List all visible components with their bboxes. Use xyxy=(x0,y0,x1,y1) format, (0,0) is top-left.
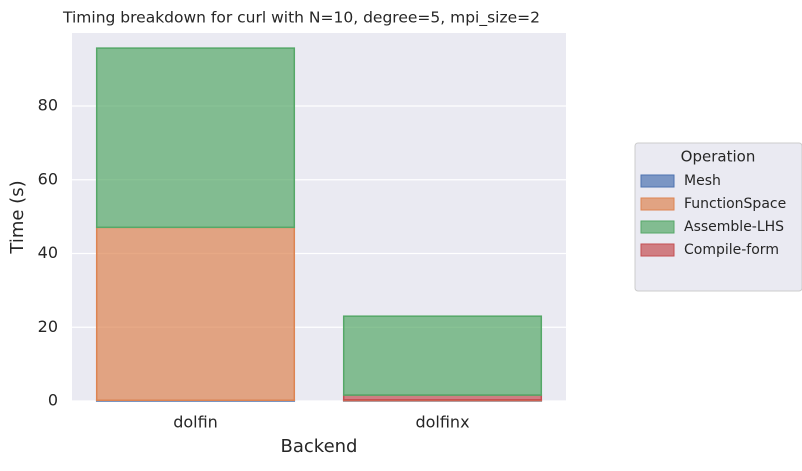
y-tick-label: 20 xyxy=(38,317,58,336)
y-tick-label: 40 xyxy=(38,243,58,262)
legend-title: Operation xyxy=(681,148,756,166)
legend-label: Compile-form xyxy=(684,242,779,258)
y-tick-label: 60 xyxy=(38,169,58,188)
bar-segment xyxy=(97,48,295,227)
legend-label: Assemble-LHS xyxy=(684,219,784,235)
legend-swatch xyxy=(641,198,674,210)
chart-title: Timing breakdown for curl with N=10, deg… xyxy=(62,9,540,28)
y-axis-label: Time (s) xyxy=(7,180,28,254)
bar-segment xyxy=(97,227,295,400)
legend-swatch xyxy=(641,244,674,256)
y-tick-label: 80 xyxy=(38,96,58,115)
bar-segment xyxy=(344,316,542,395)
legend-label: FunctionSpace xyxy=(684,196,786,212)
legend-swatch xyxy=(641,221,674,233)
x-tick-label: dolfin xyxy=(173,413,218,432)
legend-swatch xyxy=(641,175,674,187)
legend-label: Mesh xyxy=(684,173,721,189)
x-tick-label: dolfinx xyxy=(415,413,469,432)
x-axis-label: Backend xyxy=(281,436,358,457)
y-tick-label: 0 xyxy=(48,391,58,410)
